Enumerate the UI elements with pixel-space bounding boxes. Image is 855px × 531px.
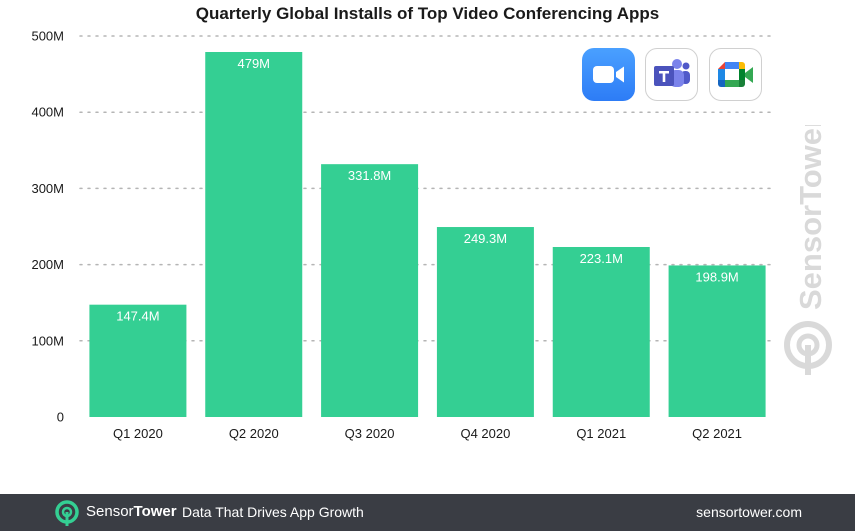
x-tick-label: Q1 2020: [113, 426, 163, 441]
bar-chart: 0 100M 200M 300M 400M 500M 147.4M Q1 2020 479M Q2…: [31, 29, 776, 441]
zoom-icon: [582, 48, 635, 101]
footer-brand: SensorTower: [86, 503, 177, 520]
data-label: 479M: [237, 56, 270, 71]
y-tick-label: 200M: [31, 257, 64, 272]
sensortower-logo-icon: [55, 500, 79, 526]
x-tick-label: Q2 2021: [692, 426, 742, 441]
teams-icon: [645, 48, 698, 101]
watermark-text: SensorTower: [793, 125, 828, 310]
chart-title: Quarterly Global Installs of Top Video C…: [195, 4, 660, 23]
footer-brand-light: Sensor: [86, 503, 134, 520]
footer-bar: SensorTower Data That Drives App Growth …: [0, 494, 855, 531]
bar: [436, 227, 534, 417]
bar: [668, 265, 766, 417]
footer-brand-bold: Tower: [133, 503, 177, 520]
data-label: 249.3M: [464, 231, 507, 246]
bar: [89, 304, 187, 417]
data-label: 147.4M: [116, 309, 159, 324]
data-label: 223.1M: [580, 251, 623, 266]
sensortower-watermark: SensorTower: [784, 125, 832, 375]
watermark-logo-icon: [784, 321, 832, 375]
data-label: 331.8M: [348, 168, 391, 183]
y-tick-label: 300M: [31, 181, 64, 196]
x-tick-label: Q1 2021: [576, 426, 626, 441]
y-tick-label: 400M: [31, 105, 64, 120]
bar: [321, 164, 419, 417]
data-label: 198.9M: [695, 269, 738, 284]
footer-url[interactable]: sensortower.com: [696, 504, 802, 520]
y-tick-label: 100M: [31, 333, 64, 348]
bar: [552, 246, 650, 417]
x-tick-label: Q3 2020: [345, 426, 395, 441]
y-tick-label: 500M: [31, 29, 64, 44]
x-tick-label: Q4 2020: [460, 426, 510, 441]
bar: [205, 52, 303, 417]
google-meet-icon: [709, 48, 762, 101]
footer-tagline: Data That Drives App Growth: [182, 504, 364, 520]
x-tick-label: Q2 2020: [229, 426, 279, 441]
y-tick-label: 0: [57, 410, 64, 425]
